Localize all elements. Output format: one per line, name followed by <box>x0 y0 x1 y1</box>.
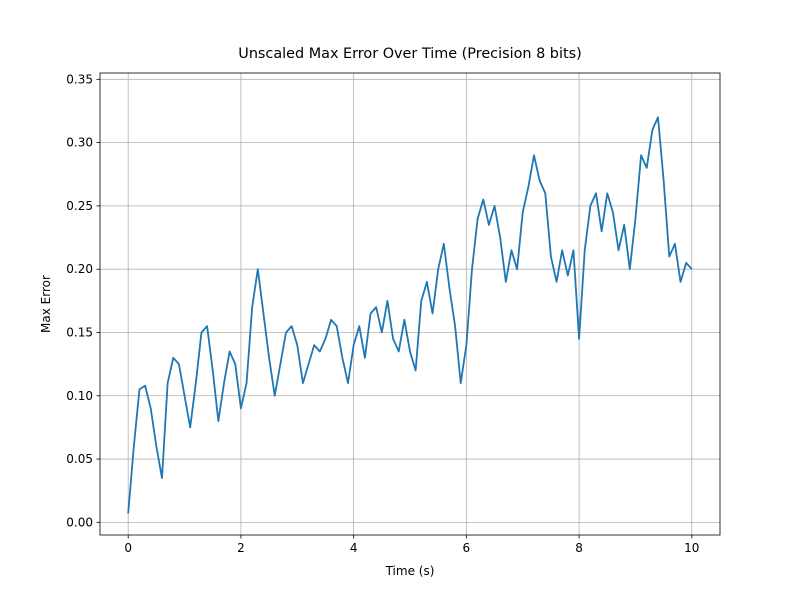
x-tick-label: 4 <box>350 541 358 555</box>
y-tick-label: 0.00 <box>66 515 93 529</box>
data-line <box>127 116 693 514</box>
x-tick-label: 6 <box>463 541 471 555</box>
x-tick-label: 8 <box>575 541 583 555</box>
x-axis-label: Time (s) <box>385 564 435 578</box>
y-axis-label: Max Error <box>39 275 53 333</box>
x-tick-label: 10 <box>684 541 699 555</box>
x-tick-label: 0 <box>124 541 132 555</box>
chart-title: Unscaled Max Error Over Time (Precision … <box>238 46 581 62</box>
y-tick-label: 0.35 <box>66 72 93 86</box>
y-tick-label: 0.15 <box>66 325 93 339</box>
y-tick-label: 0.30 <box>66 136 93 150</box>
x-tick-label: 2 <box>237 541 245 555</box>
plot-frame <box>99 72 721 536</box>
y-tick-label: 0.10 <box>66 389 93 403</box>
y-tick-label: 0.25 <box>66 199 93 213</box>
y-tick-label: 0.20 <box>66 262 93 276</box>
y-tick-label: 0.05 <box>66 452 93 466</box>
